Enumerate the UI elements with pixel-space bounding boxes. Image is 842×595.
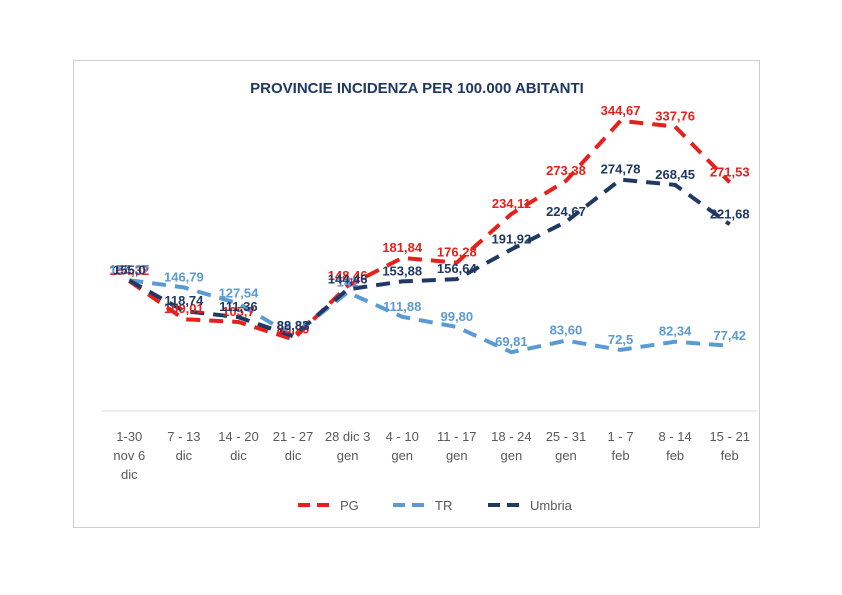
data-label-pg: 176,28 [437,245,477,260]
x-tick-label: 11 - 17 gen [437,429,477,463]
data-label-pg: 109,01 [164,301,204,316]
data-label-umbria: 144,46 [328,271,368,286]
legend-label-tr: TR [435,498,452,513]
x-tick-label: 1-30 nov 6 dic [113,429,145,482]
data-label-tr: 83,60 [550,323,583,338]
data-label-tr: 127,54 [219,286,260,301]
data-label-tr: 89,35 [277,318,310,333]
data-label-pg: 85,20 [277,321,310,336]
line-chart: PROVINCIE INCIDENZA PER 100.000 ABITANTI… [102,80,757,513]
data-label-tr: 72,5 [608,332,633,347]
data-label-tr: 82,34 [659,324,692,339]
data-label-umbria: 268,45 [655,167,695,182]
data-label-umbria: 88,83 [277,318,310,333]
data-label-pg: 273,38 [546,163,586,178]
data-label-tr: 146,79 [164,269,204,284]
chart-frame: PROVINCIE INCIDENZA PER 100.000 ABITANTI… [73,60,760,528]
data-label-umbria: 156,64 [437,261,478,276]
data-label-tr: 141 [337,274,359,289]
x-tick-label: 28 dic 3 gen [325,429,371,463]
data-label-umbria: 274,78 [601,162,641,177]
data-label-pg: 271,53 [710,164,750,179]
x-tick-label: 18 - 24 gen [491,429,531,463]
x-tick-label: 7 - 13 dic [167,429,200,463]
data-label-umbria: 155,0 [113,262,146,277]
data-label-umbria: 224,67 [546,204,586,219]
chart-title: PROVINCIE INCIDENZA PER 100.000 ABITANTI [250,80,584,97]
data-label-tr: 155,37 [109,262,149,277]
series-line-pg [128,118,732,342]
data-label-umbria: 191,92 [491,231,531,246]
x-tick-label: 21 - 27 dic [273,429,313,463]
data-label-umbria: 221,68 [710,206,750,221]
data-label-pg: 105,7 [222,304,255,319]
x-tick-label: 4 - 10 gen [386,429,419,463]
data-label-pg: 154,32 [109,263,149,278]
data-label-umbria: 118,74 [164,293,204,308]
series-line-tr [129,278,730,355]
legend-label-umbria: Umbria [530,498,573,513]
data-label-pg: 234,11 [492,196,531,211]
data-label-pg: 337,76 [655,109,695,124]
data-label-pg: 181,84 [382,240,423,255]
x-tick-label: 25 - 31 gen [546,429,586,463]
data-label-umbria: 153,88 [382,263,422,278]
data-label-tr: 111,88 [383,299,421,314]
series-line-umbria [128,177,731,339]
data-label-tr: 99,80 [441,309,474,324]
legend-label-pg: PG [340,498,359,513]
data-label-tr: 69,81 [495,334,528,349]
data-label-tr: 77,42 [713,328,746,343]
data-label-pg: 148,46 [328,268,368,283]
x-tick-label: 15 - 21 feb [709,429,749,463]
data-label-pg: 344,67 [601,103,641,118]
x-tick-label: 14 - 20 dic [218,429,258,463]
x-tick-label: 1 - 7 feb [608,429,634,463]
data-label-umbria: 111,36 [219,299,257,314]
x-tick-label: 8 - 14 feb [659,429,692,463]
